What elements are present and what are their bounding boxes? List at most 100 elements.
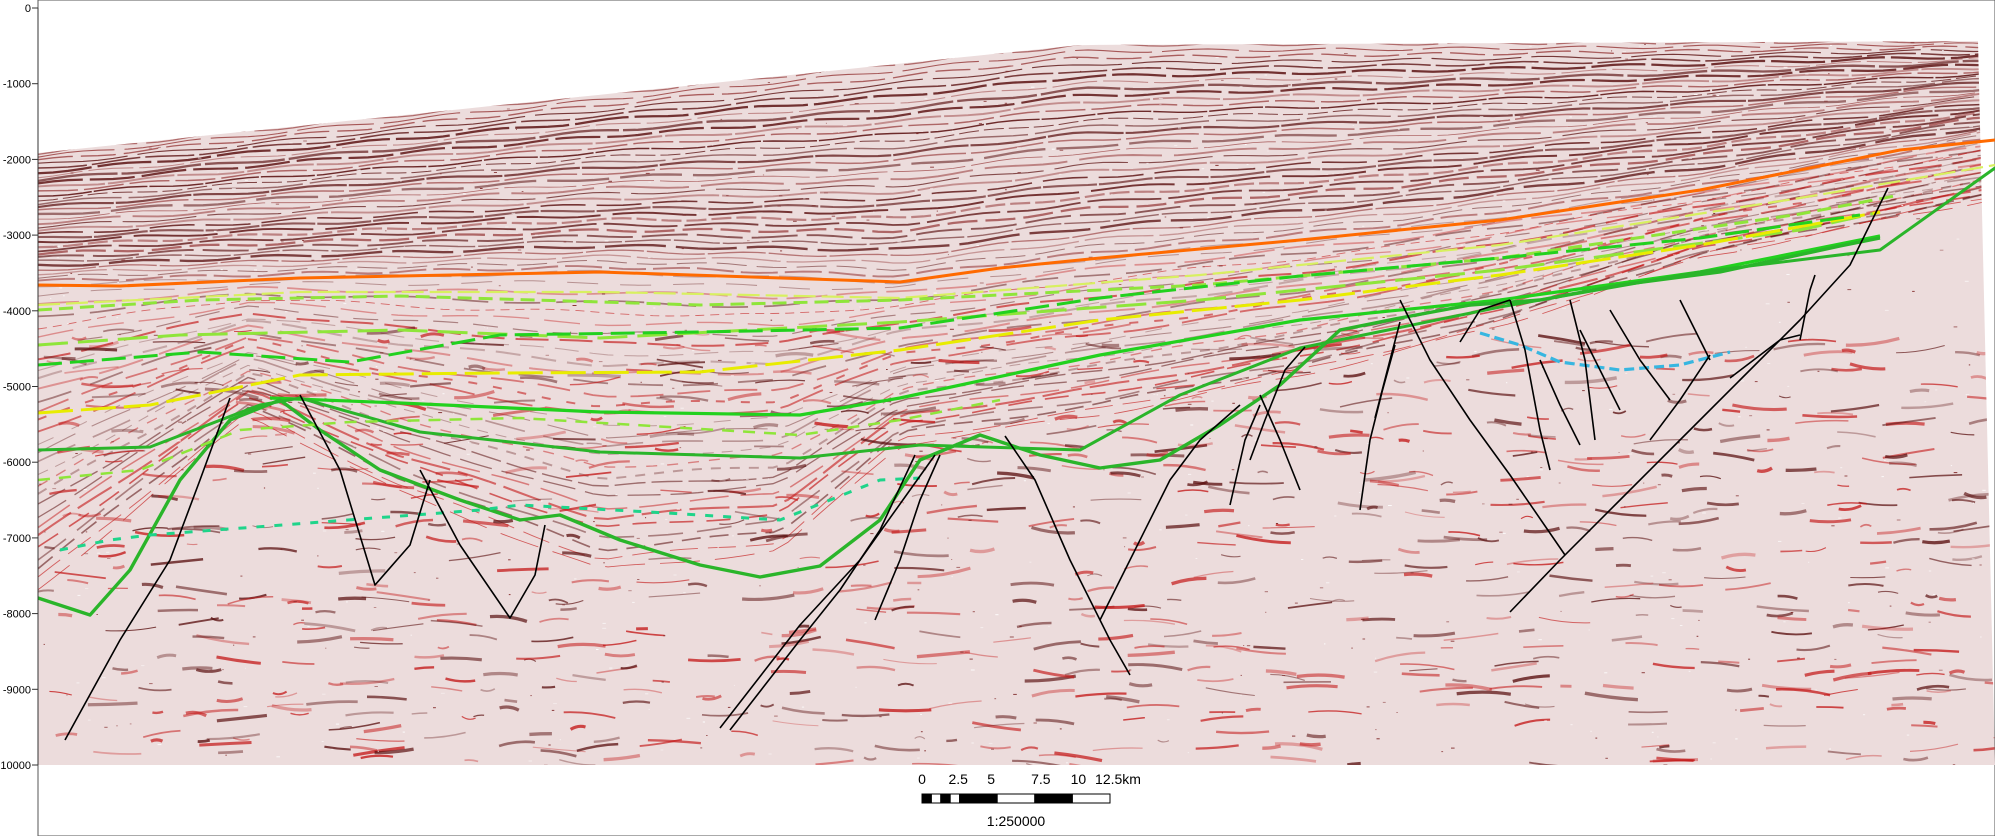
reflector-segment — [1084, 380, 1096, 385]
reflector-segment — [1950, 431, 1975, 436]
noise-speck — [1506, 212, 1511, 214]
noise-speck — [1625, 372, 1628, 374]
reflector-segment — [1150, 618, 1188, 626]
reflector-segment — [473, 714, 485, 718]
noise-speck — [111, 441, 114, 443]
noise-speck — [1359, 492, 1361, 494]
reflector-segment — [831, 426, 855, 431]
reflector-segment — [986, 506, 1026, 512]
noise-speck — [468, 147, 472, 149]
fault-line — [1799, 274, 1816, 341]
reflector-segment — [995, 715, 1017, 720]
noise-speck — [137, 429, 140, 431]
noise-speck — [1450, 640, 1455, 642]
reflector-segment — [194, 381, 224, 386]
noise-speck — [1009, 636, 1014, 638]
reflector-segment — [372, 480, 415, 490]
noise-speck — [1824, 100, 1828, 102]
reflector-segment — [1661, 473, 1673, 478]
noise-speck — [398, 97, 401, 99]
reflector-segment — [1156, 384, 1195, 390]
noise-speck — [1656, 746, 1658, 748]
reflector-segment — [1929, 521, 1978, 531]
noise-speck — [660, 463, 665, 465]
noise-speck — [1292, 735, 1296, 737]
noise-speck — [233, 644, 235, 646]
noise-speck — [403, 245, 406, 247]
noise-speck — [506, 108, 510, 110]
reflector-segment — [1075, 334, 1089, 338]
reflector-segment — [622, 700, 651, 704]
reflector-segment — [1396, 636, 1413, 640]
noise-speck — [1622, 51, 1626, 53]
noise-speck — [157, 744, 162, 746]
noise-speck — [973, 443, 975, 445]
reflector-segment — [1523, 644, 1564, 649]
reflector-segment — [505, 466, 547, 475]
reflector-segment — [1215, 730, 1270, 735]
reflector-segment — [324, 745, 351, 751]
noise-speck — [994, 698, 997, 700]
noise-speck — [1232, 402, 1235, 404]
noise-speck — [1091, 393, 1093, 395]
noise-speck — [301, 345, 303, 347]
noise-speck — [213, 230, 217, 232]
noise-speck — [844, 330, 846, 332]
noise-speck — [1451, 747, 1455, 749]
reflector-segment — [354, 646, 370, 649]
reflector-segment — [575, 459, 589, 463]
noise-speck — [628, 590, 632, 592]
noise-speck — [1748, 658, 1751, 660]
reflector-segment — [1489, 685, 1543, 690]
noise-speck — [1569, 116, 1572, 118]
reflector-segment — [1010, 581, 1055, 587]
fault-line — [64, 397, 231, 741]
reflector-segment — [1374, 651, 1426, 663]
noise-speck — [1971, 558, 1975, 560]
noise-speck — [873, 211, 875, 213]
reflector-segment — [156, 653, 177, 659]
noise-speck — [1374, 657, 1377, 659]
reflector-segment — [355, 536, 396, 541]
reflector-segment — [1767, 436, 1790, 443]
reflector-segment — [1893, 538, 1920, 544]
noise-speck — [67, 323, 69, 325]
reflector-segment — [1339, 397, 1393, 408]
reflector-line — [38, 103, 1989, 235]
noise-speck — [1694, 94, 1698, 96]
reflector-segment — [1110, 471, 1141, 478]
reflector-segment — [781, 635, 822, 645]
reflector-segment — [1648, 520, 1681, 526]
reflector-segment — [1524, 703, 1555, 708]
noise-speck — [646, 42, 650, 44]
noise-speck — [322, 693, 326, 695]
reflector-segment — [1646, 461, 1678, 465]
reflector-segment — [1452, 678, 1467, 683]
reflector-segment — [760, 703, 775, 708]
noise-speck — [374, 405, 377, 407]
fault-line — [1729, 334, 1801, 379]
reflector-segment — [1542, 503, 1587, 509]
reflector-segment — [195, 668, 222, 673]
noise-speck — [1742, 160, 1747, 162]
noise-speck — [1595, 737, 1598, 739]
reflector-segment — [161, 367, 203, 375]
noise-speck — [1650, 575, 1654, 577]
reflector-segment — [814, 421, 849, 429]
noise-speck — [438, 412, 443, 414]
noise-speck — [645, 693, 649, 695]
reflector-segment — [1795, 419, 1849, 424]
reflector-segment — [271, 704, 312, 712]
reflector-line — [38, 45, 1989, 161]
noise-speck — [1956, 238, 1960, 240]
noise-speck — [1332, 173, 1334, 175]
noise-speck — [676, 508, 680, 510]
reflector-segment — [953, 369, 969, 373]
reflector-segment — [1468, 388, 1516, 397]
reflector-segment — [1127, 546, 1157, 551]
noise-speck — [452, 413, 455, 415]
reflector-segment — [1937, 610, 1971, 618]
reflector-segment — [719, 519, 745, 525]
reflector-segment — [1015, 370, 1050, 378]
noise-speck — [1048, 626, 1050, 628]
